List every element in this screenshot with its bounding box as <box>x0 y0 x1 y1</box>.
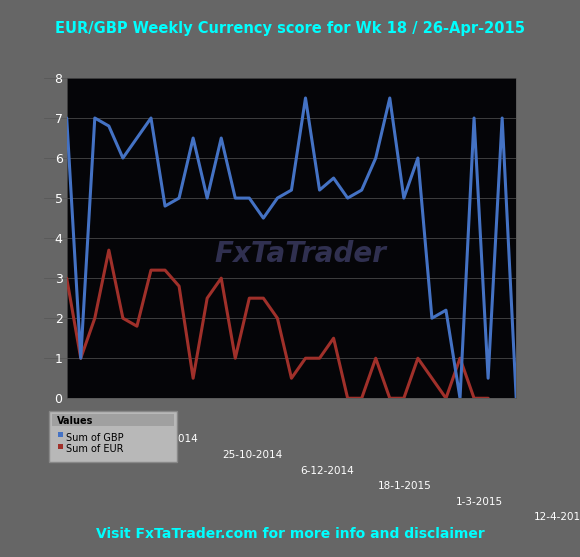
Text: 12-4-2015: 12-4-2015 <box>534 512 580 522</box>
Text: 6-12-2014: 6-12-2014 <box>300 466 354 476</box>
Text: Values: Values <box>57 416 93 426</box>
Text: Visit FxTaTrader.com for more info and disclaimer: Visit FxTaTrader.com for more info and d… <box>96 527 484 541</box>
Text: Sum of GBP: Sum of GBP <box>66 433 124 443</box>
Text: 13-9-2014: 13-9-2014 <box>144 434 198 444</box>
Text: Sum of EUR: Sum of EUR <box>66 444 124 455</box>
Text: 18-1-2015: 18-1-2015 <box>378 481 432 491</box>
Text: 1-8-2014: 1-8-2014 <box>67 419 114 429</box>
Text: 25-10-2014: 25-10-2014 <box>222 450 282 460</box>
Text: FxTaTrader: FxTaTrader <box>215 240 386 268</box>
Text: 1-3-2015: 1-3-2015 <box>456 497 503 507</box>
Text: EUR/GBP Weekly Currency score for Wk 18 / 26-Apr-2015: EUR/GBP Weekly Currency score for Wk 18 … <box>55 21 525 36</box>
